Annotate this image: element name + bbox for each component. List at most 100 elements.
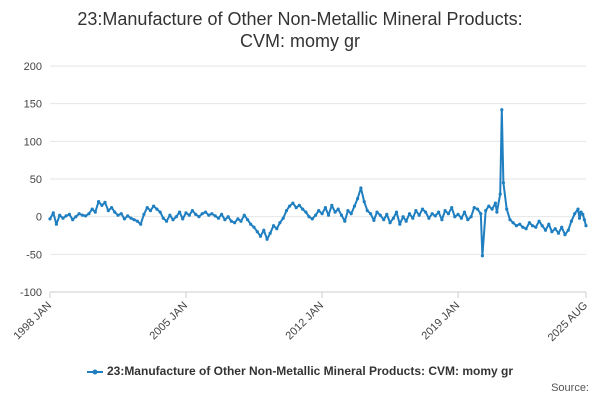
- data-point[interactable]: [518, 222, 522, 226]
- data-point[interactable]: [356, 197, 360, 201]
- data-point[interactable]: [126, 214, 130, 218]
- data-point[interactable]: [178, 210, 182, 214]
- data-point[interactable]: [537, 219, 541, 223]
- data-point[interactable]: [333, 210, 337, 214]
- data-point[interactable]: [281, 216, 285, 220]
- legend[interactable]: 23:Manufacture of Other Non-Metallic Min…: [0, 364, 600, 378]
- data-point[interactable]: [404, 219, 408, 223]
- data-point[interactable]: [411, 216, 415, 220]
- data-point[interactable]: [453, 215, 457, 219]
- data-point[interactable]: [372, 218, 376, 222]
- data-point[interactable]: [113, 210, 117, 214]
- data-point[interactable]: [472, 206, 476, 210]
- data-point[interactable]: [135, 219, 139, 223]
- data-point[interactable]: [161, 216, 165, 220]
- data-point[interactable]: [171, 218, 175, 222]
- data-point[interactable]: [534, 225, 538, 229]
- data-point[interactable]: [249, 222, 253, 226]
- data-point[interactable]: [190, 209, 194, 213]
- data-point[interactable]: [226, 215, 230, 219]
- data-point[interactable]: [100, 203, 104, 207]
- data-point[interactable]: [352, 204, 357, 208]
- data-point[interactable]: [194, 212, 198, 216]
- data-point[interactable]: [375, 210, 379, 214]
- data-point[interactable]: [569, 219, 574, 223]
- data-point[interactable]: [87, 212, 91, 216]
- data-point[interactable]: [307, 215, 311, 219]
- data-point[interactable]: [469, 215, 473, 219]
- data-point[interactable]: [547, 222, 551, 226]
- data-point[interactable]: [275, 227, 279, 231]
- data-point[interactable]: [122, 217, 126, 221]
- data-point[interactable]: [223, 218, 227, 222]
- data-point[interactable]: [530, 224, 535, 228]
- data-point[interactable]: [579, 210, 583, 214]
- data-point[interactable]: [220, 212, 224, 216]
- data-point[interactable]: [110, 206, 114, 210]
- data-point[interactable]: [301, 207, 305, 211]
- data-point[interactable]: [64, 214, 68, 218]
- data-point[interactable]: [365, 209, 369, 213]
- data-point[interactable]: [145, 206, 149, 210]
- data-point[interactable]: [197, 215, 201, 219]
- data-point[interactable]: [349, 212, 353, 216]
- data-point[interactable]: [508, 218, 512, 222]
- data-point[interactable]: [540, 224, 544, 228]
- data-point[interactable]: [278, 221, 282, 225]
- data-point[interactable]: [284, 209, 289, 213]
- data-point[interactable]: [553, 227, 557, 231]
- data-point[interactable]: [584, 224, 588, 228]
- data-point[interactable]: [51, 211, 55, 215]
- data-point[interactable]: [391, 216, 395, 220]
- data-point[interactable]: [246, 218, 250, 222]
- data-point[interactable]: [407, 212, 412, 216]
- data-point[interactable]: [385, 212, 389, 216]
- data-point[interactable]: [84, 214, 88, 218]
- data-point[interactable]: [168, 213, 172, 217]
- data-point[interactable]: [148, 209, 153, 213]
- data-point[interactable]: [317, 209, 321, 213]
- data-point[interactable]: [48, 217, 52, 221]
- data-point[interactable]: [139, 222, 143, 226]
- data-point[interactable]: [420, 207, 425, 211]
- data-point[interactable]: [71, 218, 75, 222]
- data-point[interactable]: [450, 206, 454, 210]
- data-point[interactable]: [74, 215, 78, 219]
- data-point[interactable]: [187, 213, 191, 217]
- data-point[interactable]: [80, 213, 85, 217]
- data-point[interactable]: [359, 186, 363, 190]
- data-point[interactable]: [252, 225, 256, 229]
- data-point[interactable]: [262, 228, 266, 232]
- data-point[interactable]: [297, 203, 301, 207]
- data-point[interactable]: [239, 219, 243, 223]
- data-point[interactable]: [430, 212, 434, 216]
- data-point[interactable]: [394, 210, 399, 214]
- data-point[interactable]: [255, 230, 259, 234]
- data-point[interactable]: [294, 206, 298, 210]
- data-point[interactable]: [495, 210, 499, 214]
- data-point[interactable]: [527, 221, 532, 225]
- data-point[interactable]: [437, 210, 441, 214]
- data-point[interactable]: [427, 216, 431, 220]
- data-point[interactable]: [265, 237, 269, 241]
- data-point[interactable]: [577, 216, 582, 220]
- data-point[interactable]: [213, 214, 217, 218]
- data-point[interactable]: [106, 209, 110, 213]
- data-point[interactable]: [216, 216, 221, 220]
- data-point[interactable]: [490, 207, 494, 211]
- data-point[interactable]: [382, 218, 386, 222]
- data-point[interactable]: [119, 212, 123, 216]
- data-point[interactable]: [543, 228, 548, 232]
- data-point[interactable]: [501, 181, 505, 185]
- data-point[interactable]: [440, 218, 444, 222]
- data-point[interactable]: [524, 227, 528, 231]
- data-point[interactable]: [550, 230, 554, 234]
- data-point[interactable]: [417, 213, 421, 217]
- data-point[interactable]: [511, 221, 515, 225]
- data-point[interactable]: [93, 210, 97, 214]
- data-point[interactable]: [174, 215, 178, 219]
- data-point[interactable]: [242, 213, 246, 217]
- data-point[interactable]: [90, 207, 94, 211]
- data-point[interactable]: [498, 192, 502, 196]
- data-point[interactable]: [336, 207, 340, 211]
